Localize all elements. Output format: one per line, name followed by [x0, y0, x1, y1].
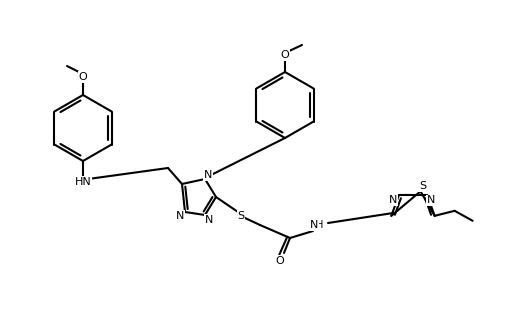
- Text: H: H: [316, 220, 324, 230]
- Text: O: O: [79, 72, 88, 82]
- Text: O: O: [275, 256, 284, 266]
- Text: HN: HN: [75, 177, 91, 187]
- Text: N: N: [204, 170, 212, 180]
- Text: N: N: [427, 195, 435, 205]
- Text: S: S: [238, 211, 245, 221]
- Text: N: N: [205, 215, 213, 225]
- Text: O: O: [281, 50, 289, 60]
- Text: N: N: [389, 195, 397, 205]
- Text: N: N: [176, 211, 184, 221]
- Text: N: N: [310, 220, 318, 230]
- Text: S: S: [419, 181, 426, 191]
